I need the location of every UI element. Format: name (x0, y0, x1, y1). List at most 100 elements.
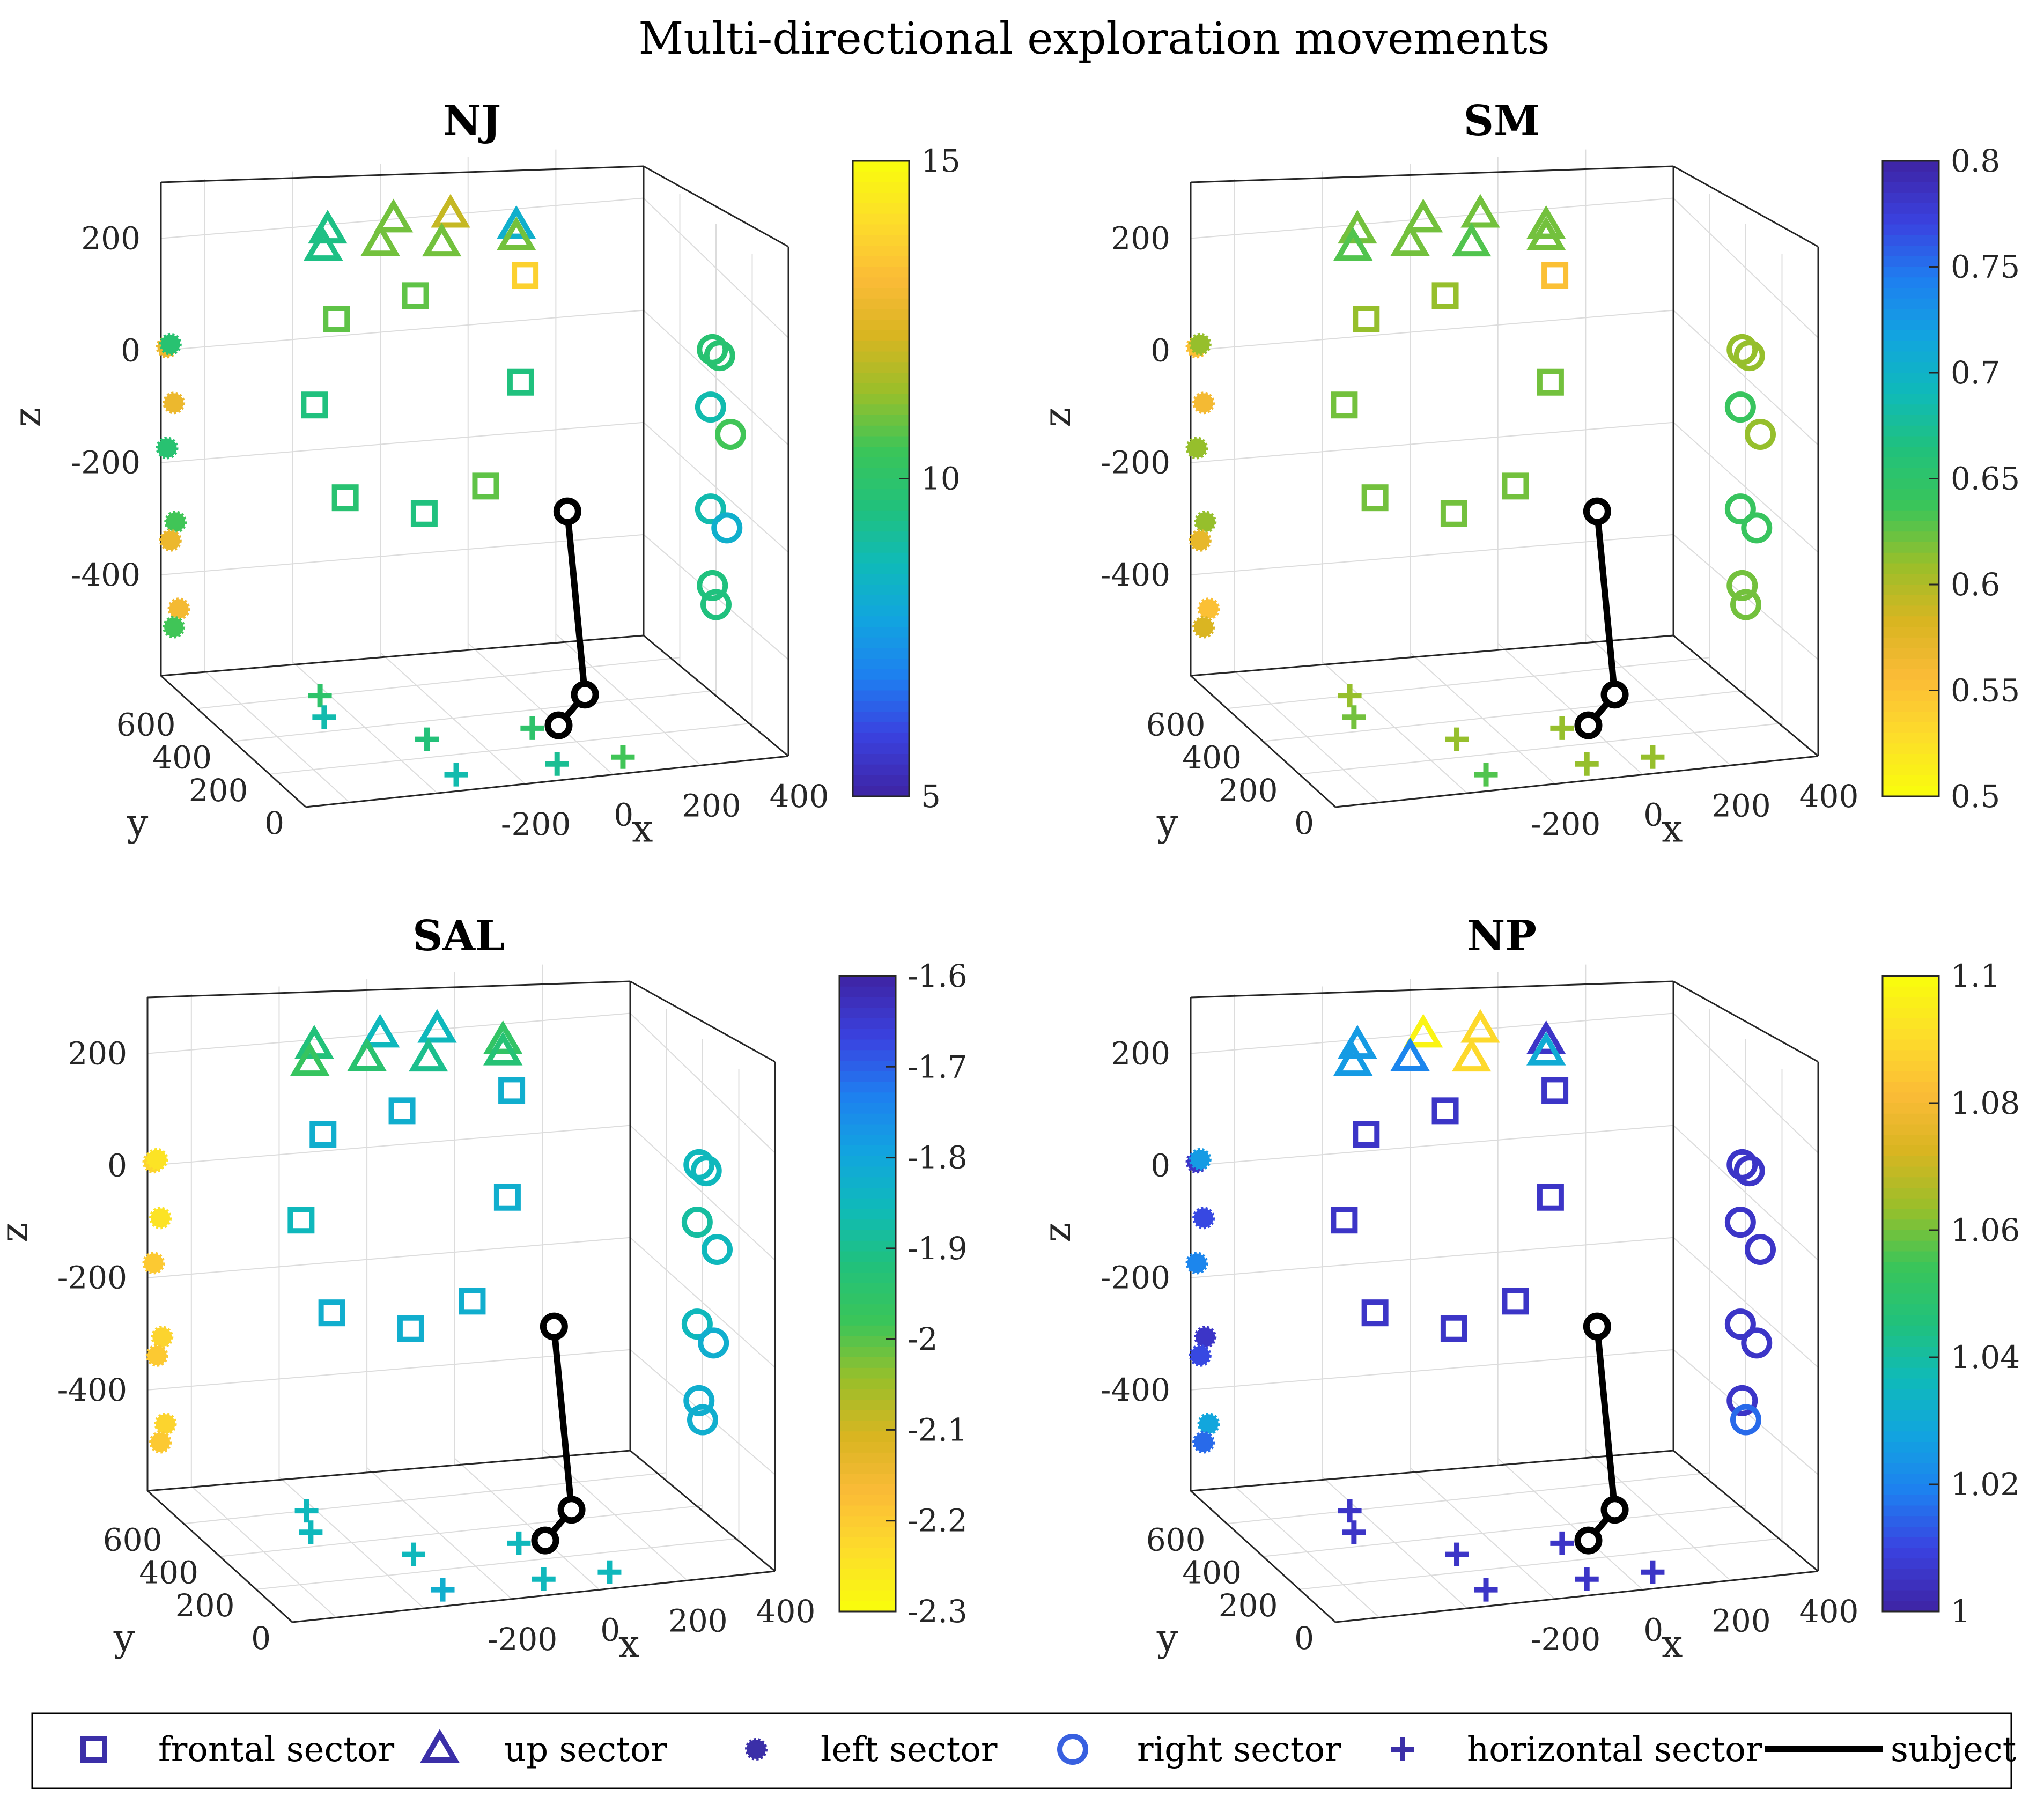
colorbar-segment (1883, 288, 1939, 299)
legend-item-up-sector: up sector (420, 1729, 667, 1770)
colorbar-segment (853, 394, 909, 405)
legend-label: up sector (504, 1730, 667, 1770)
colorbar-segment (1883, 1230, 1939, 1241)
colorbar-segment (1883, 468, 1939, 479)
frontal-sector-point (1502, 472, 1529, 500)
colorbar-segment (853, 489, 909, 500)
colorbar-segment (853, 288, 909, 299)
grid-line (1190, 1125, 1674, 1166)
colorbar-segment (839, 997, 896, 1009)
colorbar: 1 1.02 1.04 1.06 1.08 1.1 (1881, 958, 2020, 1630)
frontal-sector-point (1353, 1121, 1380, 1148)
x-tick-label: -200 (488, 1621, 557, 1658)
colorbar-segment (839, 1082, 896, 1093)
z-tick-label: 200 (1111, 220, 1170, 257)
colorbar-segment (1883, 1378, 1939, 1390)
subject-joint (557, 1496, 586, 1524)
left-sector-point (1189, 1344, 1212, 1367)
colorbar-segment (853, 754, 909, 765)
x-tick-label: 400 (1799, 778, 1859, 815)
right-sector-point (1724, 1308, 1756, 1340)
colorbar-segment (853, 679, 909, 691)
colorbar-segment (1883, 1061, 1939, 1072)
colorbar-segment (839, 1166, 896, 1178)
colorbar-segment (853, 552, 909, 564)
colorbar-tick-label: 5 (921, 778, 941, 815)
up-sector-point (497, 205, 536, 239)
grid-line (197, 657, 680, 709)
colorbar-segment (1883, 585, 1939, 596)
up-sector-point (290, 1042, 330, 1076)
grid-line (1299, 1537, 1782, 1590)
colorbar-segment (1883, 1367, 1939, 1379)
right-sector-point (1724, 391, 1756, 423)
colorbar-segment (853, 627, 909, 638)
colorbar-segment (839, 1240, 896, 1252)
colorbar-segment (839, 1124, 896, 1136)
box-edge (1190, 980, 1674, 999)
colorbar-segment (853, 605, 909, 617)
legend-marker (1057, 1734, 1088, 1765)
up-sector-point (347, 1037, 387, 1071)
up-sector-point (1526, 216, 1566, 250)
z-tick-label: -400 (57, 1372, 127, 1408)
colorbar-segment (1883, 1135, 1939, 1146)
right-sector-point (697, 570, 728, 601)
panel-box (1190, 165, 1819, 808)
colorbar-segment (853, 669, 909, 681)
subject-joint (531, 1526, 559, 1555)
up-sector-point (1451, 1038, 1492, 1072)
up-sector-point (1403, 1014, 1443, 1048)
colorbar-segment (1883, 1516, 1939, 1527)
colorbar-segment (839, 1516, 896, 1527)
subject-joint (544, 711, 573, 739)
subject-joint (540, 1312, 568, 1341)
z-axis-label: z (0, 1223, 36, 1243)
colorbar-segment (1883, 309, 1939, 321)
colorbar-segment (1883, 203, 1939, 215)
colorbar-segment (1883, 574, 1939, 585)
colorbar-segment (1883, 775, 1939, 787)
frontal-sector-point (1502, 1288, 1529, 1315)
colorbar-tick-label: 0.75 (1951, 249, 2020, 285)
colorbar-segment (1883, 1293, 1939, 1305)
colorbar-segment (1883, 986, 1939, 998)
colorbar-segment (1883, 235, 1939, 246)
colorbar-segment (1883, 1188, 1939, 1199)
up-sector-point (360, 1014, 400, 1048)
colorbar-segment (1883, 1315, 1939, 1326)
panel-sal: 2000-200-400-20002004000200400600xyzSAL-… (0, 912, 968, 1666)
legend-label: left sector (821, 1730, 998, 1770)
colorbar-segment (1883, 1029, 1939, 1040)
z-axis-label: z (5, 408, 49, 427)
colorbar-tick-label: 0.7 (1951, 354, 2000, 391)
colorbar: 5 10 15 (852, 143, 961, 815)
right-sector-point (1733, 1155, 1765, 1187)
box-edge (305, 755, 789, 808)
panel-box (160, 165, 789, 808)
subject-figure (1574, 497, 1629, 739)
colorbar-segment (1883, 669, 1939, 681)
frontal-sector-point (388, 1097, 416, 1125)
colorbar-tick-label: 1.04 (1951, 1339, 2020, 1376)
z-tick-label: 200 (81, 220, 141, 257)
up-sector-point (1390, 1037, 1430, 1071)
up-sector-point (1333, 1042, 1373, 1076)
colorbar-segment (1883, 182, 1939, 194)
colorbar-segment (1883, 743, 1939, 755)
left-sector-point (1185, 1252, 1208, 1275)
colorbar-segment (1883, 552, 1939, 564)
colorbar-segment (853, 341, 909, 352)
colorbar-segment (839, 1050, 896, 1061)
grid-line (1190, 1237, 1674, 1278)
colorbar-segment (839, 1484, 896, 1496)
colorbar-segment (853, 383, 909, 395)
colorbar-segment (1883, 648, 1939, 660)
right-sector-point (695, 391, 726, 423)
colorbar-segment (853, 193, 909, 204)
colorbar-segment (1883, 1071, 1939, 1083)
left-sector-point (163, 616, 186, 639)
